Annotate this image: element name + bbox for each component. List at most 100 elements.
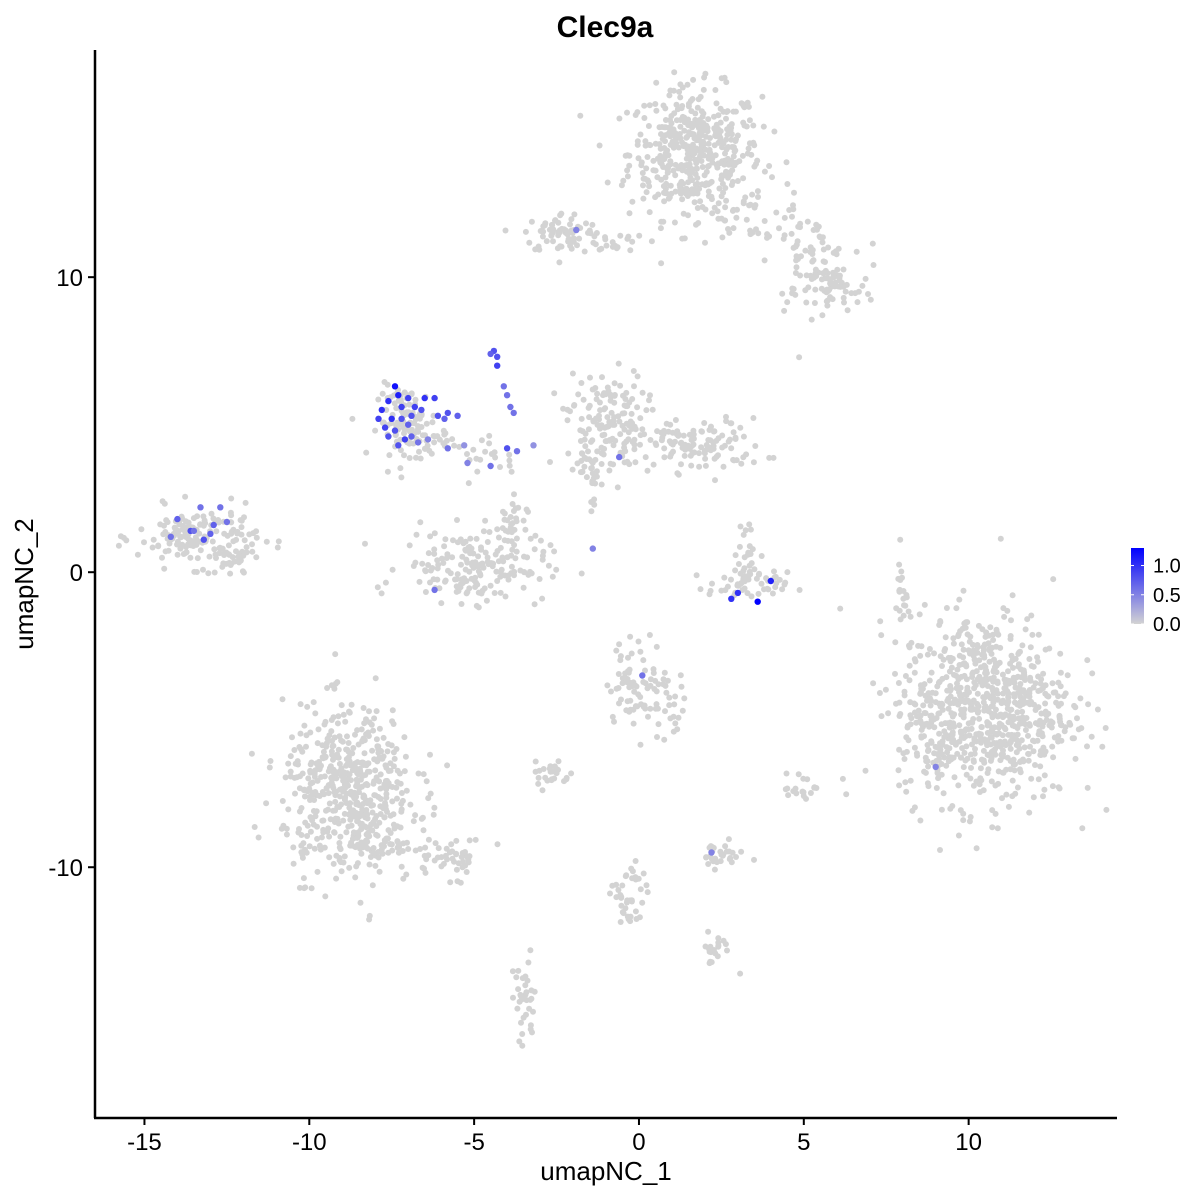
cell-point xyxy=(599,432,606,439)
x-tick-label: -5 xyxy=(463,1129,484,1156)
cell-point xyxy=(401,734,408,741)
cell-point xyxy=(1007,633,1014,639)
cell-point xyxy=(327,816,334,823)
cell-point xyxy=(951,774,958,781)
cell-point xyxy=(354,800,361,807)
cell-point xyxy=(911,804,918,811)
cell-point xyxy=(779,290,786,297)
cell-point xyxy=(728,576,734,583)
cell-point xyxy=(895,767,902,774)
cell-point xyxy=(637,415,644,422)
cell-point xyxy=(841,299,847,306)
cell-point xyxy=(553,566,560,573)
cell-point xyxy=(475,553,482,560)
cell-point xyxy=(629,198,636,205)
expressing-cell-point xyxy=(513,448,521,455)
cell-point xyxy=(631,446,638,453)
cell-point xyxy=(661,445,668,452)
cell-point xyxy=(196,530,203,537)
cell-point xyxy=(301,722,308,729)
cell-point xyxy=(742,527,749,534)
cell-point xyxy=(903,592,910,598)
cell-point xyxy=(724,583,731,590)
cell-point xyxy=(1000,690,1007,697)
cell-point xyxy=(746,543,753,550)
cell-point xyxy=(637,648,644,655)
cell-point xyxy=(253,554,260,561)
cell-point xyxy=(791,189,797,196)
cell-point xyxy=(736,158,743,165)
cell-point xyxy=(958,641,965,648)
cell-point xyxy=(523,506,530,513)
cell-point xyxy=(634,373,641,380)
cell-point xyxy=(667,453,674,460)
cell-point xyxy=(302,846,308,853)
cell-point xyxy=(598,450,605,457)
cell-point xyxy=(946,668,953,675)
cell-point xyxy=(723,79,730,86)
cell-point xyxy=(987,741,994,748)
cell-point xyxy=(1028,775,1035,782)
cell-point xyxy=(740,433,747,440)
cell-point xyxy=(642,667,648,674)
cell-point xyxy=(969,670,976,677)
cell-point xyxy=(715,935,722,942)
cell-point xyxy=(551,390,558,397)
cell-point xyxy=(326,800,333,807)
cell-point xyxy=(308,885,315,892)
cell-point xyxy=(451,442,458,449)
cell-point xyxy=(649,406,656,413)
cell-point xyxy=(729,178,736,185)
cell-point xyxy=(689,177,696,184)
cell-point xyxy=(588,438,594,445)
cell-point xyxy=(326,833,333,840)
cell-point xyxy=(626,684,633,691)
cell-point xyxy=(811,784,818,791)
cell-point xyxy=(939,675,946,682)
cell-point xyxy=(745,572,752,579)
cell-point xyxy=(973,738,980,745)
cell-point xyxy=(615,360,622,367)
cell-point xyxy=(677,186,684,193)
cell-point xyxy=(728,445,735,452)
cell-point xyxy=(159,554,165,561)
cell-point xyxy=(678,178,685,185)
cell-point xyxy=(150,536,157,543)
cell-point xyxy=(678,461,684,468)
cell-point xyxy=(730,456,737,463)
cell-point xyxy=(531,546,538,553)
cell-point xyxy=(179,541,186,548)
cell-point xyxy=(660,681,667,688)
cell-point xyxy=(1007,766,1014,773)
cell-point xyxy=(935,679,942,686)
cell-point xyxy=(1035,658,1041,665)
cell-point xyxy=(943,744,950,751)
cell-point xyxy=(755,230,762,237)
cell-point xyxy=(640,657,647,664)
cell-point xyxy=(960,708,967,715)
cell-point xyxy=(614,484,621,491)
cell-point xyxy=(965,647,972,654)
cell-point xyxy=(442,852,449,859)
cell-point xyxy=(653,79,660,86)
cell-point xyxy=(425,836,432,843)
cell-point xyxy=(694,190,701,197)
x-tick-label: -10 xyxy=(292,1129,327,1156)
cell-point xyxy=(784,299,791,306)
cell-point xyxy=(251,824,258,830)
cell-point xyxy=(372,767,379,774)
cell-point xyxy=(972,746,978,752)
y-tick-label: 0 xyxy=(70,560,83,587)
cell-point xyxy=(661,427,667,434)
cell-point xyxy=(613,894,620,901)
cell-point xyxy=(698,108,705,115)
cell-point xyxy=(692,110,699,117)
cell-point xyxy=(793,257,800,264)
cell-point xyxy=(725,226,731,232)
cell-point xyxy=(580,396,587,403)
cell-point xyxy=(541,222,548,229)
cell-point xyxy=(581,248,588,255)
cell-point xyxy=(621,444,628,451)
cell-point xyxy=(947,687,954,694)
